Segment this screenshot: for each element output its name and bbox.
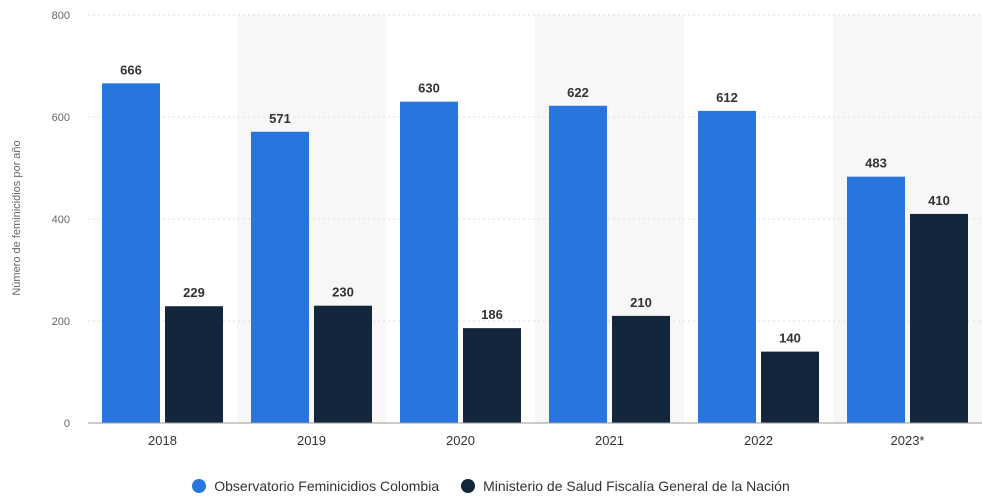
data-label: 612 [716, 90, 738, 105]
bar-series-2 [165, 306, 223, 423]
legend-label-series-1: Observatorio Feminicidios Colombia [214, 478, 440, 494]
data-label: 229 [183, 285, 205, 300]
y-tick-label: 800 [52, 10, 70, 22]
gridlines [88, 14, 982, 322]
bar-series-1 [400, 101, 458, 423]
data-labels: 666 229 571 230 630 186 622 210 612 140 483 410 [120, 62, 950, 345]
y-tick-label: 0 [64, 418, 70, 430]
bar-series-2 [612, 315, 670, 423]
data-label: 630 [418, 81, 440, 96]
y-tick-label: 600 [52, 112, 70, 124]
legend-label-series-2: Ministerio de Salud Fiscalía General de … [483, 478, 790, 494]
bar-series-2 [463, 328, 521, 423]
legend: Observatorio Feminicidios Colombia Minis… [0, 478, 982, 494]
data-label: 622 [567, 85, 589, 100]
legend-marker-series-1 [192, 479, 207, 493]
data-label: 186 [481, 307, 503, 322]
x-tick-label: 2018 [148, 433, 177, 448]
bar-series-1 [102, 83, 160, 423]
x-tick-label: 2023* [891, 433, 925, 448]
axes: 0 200 400 600 800 2018 2019 2020 2021 2022 2023* [52, 10, 982, 448]
y-axis-label: Número de feminicidios por año [11, 140, 23, 295]
x-tick-label: 2022 [744, 433, 773, 448]
data-label: 571 [269, 111, 291, 126]
bars [102, 83, 968, 424]
data-label: 483 [865, 156, 887, 171]
legend-marker-series-2 [461, 479, 476, 493]
y-tick-label: 400 [52, 214, 70, 226]
x-tick-label: 2020 [446, 433, 475, 448]
y-tick-label: 200 [52, 316, 70, 328]
legend-item-series-1[interactable]: Observatorio Feminicidios Colombia [192, 478, 439, 494]
bar-series-1 [698, 110, 756, 423]
data-label: 230 [332, 285, 354, 300]
data-label: 140 [779, 331, 801, 346]
x-tick-label: 2019 [297, 433, 326, 448]
legend-item-series-2[interactable]: Ministerio de Salud Fiscalía General de … [461, 478, 790, 494]
bar-series-1 [251, 131, 309, 424]
data-label: 210 [630, 295, 652, 310]
x-tick-label: 2021 [595, 433, 624, 448]
bar-chart: 666 229 571 230 630 186 622 210 612 140 483 410 0 20… [11, 10, 982, 448]
bar-series-1 [847, 176, 905, 423]
bar-series-2 [761, 351, 819, 423]
data-label: 666 [120, 62, 142, 77]
bar-series-2 [910, 213, 968, 423]
data-label: 410 [928, 193, 950, 208]
bar-series-1 [549, 105, 607, 423]
bar-series-2 [314, 305, 372, 423]
